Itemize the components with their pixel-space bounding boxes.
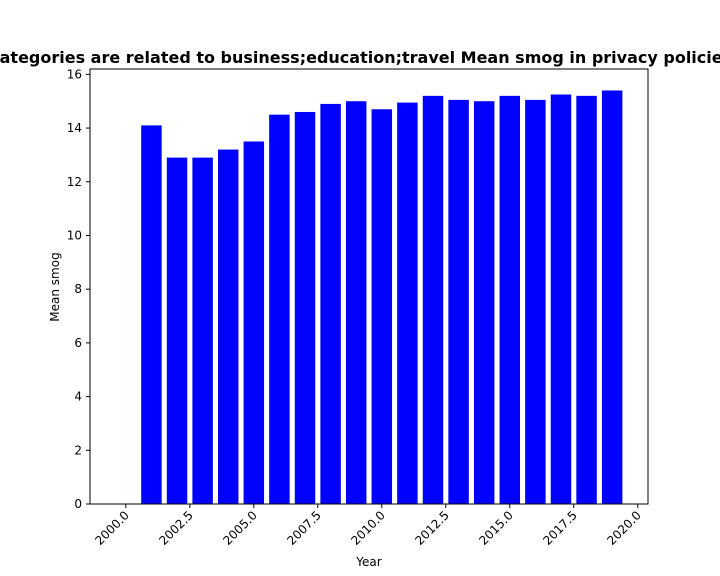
bar-2001: [141, 125, 162, 504]
x-tick-label: 2000.0: [92, 508, 132, 548]
bar-2009: [345, 101, 367, 504]
bar-2017: [550, 94, 572, 504]
x-tick-label: 2015.0: [476, 508, 516, 548]
bar-2016: [525, 99, 546, 504]
bar-2015: [499, 95, 521, 504]
bar-2007: [294, 111, 316, 505]
y-tick-label: 10: [67, 228, 82, 242]
bar-2018: [576, 95, 597, 504]
bars: [141, 90, 623, 505]
bar-2006: [269, 114, 290, 505]
x-tick-label: 2012.5: [412, 508, 452, 548]
x-tick-label: 2020.0: [604, 508, 644, 548]
bar-2002: [166, 157, 188, 504]
plot-frame: [89, 68, 649, 505]
y-tick-label: 0: [74, 497, 82, 511]
bar-2012: [422, 95, 444, 504]
bar-2014: [473, 101, 495, 504]
y-tick-label: 2: [74, 443, 82, 457]
x-axis-label: Year: [355, 555, 381, 569]
x-tick-label: 2002.5: [156, 508, 196, 548]
y-tick-label: 14: [67, 121, 82, 135]
y-axis: 0 2 4 6 8 10 12 14 16: [67, 67, 90, 511]
y-tick-label: 16: [67, 67, 82, 81]
bar-2003: [192, 157, 213, 504]
bar-2004: [217, 149, 239, 505]
y-tick-label: 4: [74, 390, 82, 404]
bar-2010: [371, 109, 393, 505]
x-tick-label: 2017.5: [540, 508, 580, 548]
x-tick-label: 2010.0: [348, 508, 388, 548]
bar-2008: [320, 103, 341, 504]
bar-2011: [397, 102, 418, 504]
bar-2019: [601, 90, 623, 505]
x-axis: 2000.0 2002.5 2005.0 2007.5 2010.0 2012.5 2015…: [92, 504, 644, 548]
y-tick-label: 8: [74, 282, 82, 296]
y-axis-label: Mean smog: [48, 252, 62, 321]
bar-2005: [243, 141, 265, 504]
x-tick-label: 2005.0: [220, 508, 260, 548]
x-tick-label: 2007.5: [284, 508, 324, 548]
y-tick-label: 6: [74, 336, 82, 350]
y-tick-label: 12: [67, 175, 82, 189]
chart-title: Categories are related to business;educa…: [0, 48, 720, 67]
bar-2013: [448, 99, 469, 504]
